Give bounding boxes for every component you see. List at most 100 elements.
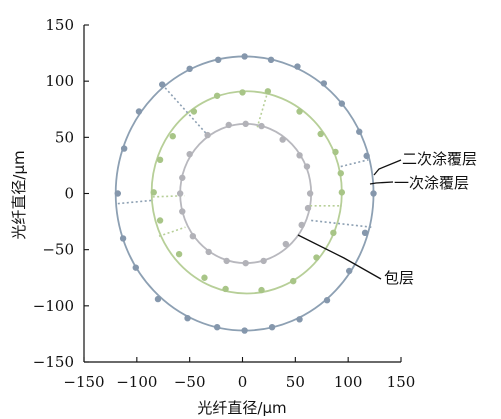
x-tick-label-5: 100 bbox=[334, 373, 363, 391]
data-point-1-6 bbox=[239, 89, 246, 96]
y-tick-label-3: 0 bbox=[64, 185, 74, 203]
data-point-2-4 bbox=[258, 122, 265, 130]
data-point-0-5 bbox=[294, 63, 301, 70]
data-point-2-16 bbox=[260, 257, 267, 265]
dashed-segment-1-1 bbox=[152, 194, 185, 198]
data-point-2-14 bbox=[223, 257, 230, 265]
data-point-1-8 bbox=[190, 108, 198, 115]
data-point-2-12 bbox=[189, 232, 197, 240]
data-point-1-12 bbox=[156, 217, 164, 224]
data-point-0-10 bbox=[158, 81, 166, 88]
data-point-0-3 bbox=[338, 100, 346, 107]
data-point-1-9 bbox=[169, 133, 176, 140]
data-point-0-12 bbox=[120, 145, 128, 152]
data-point-0-1 bbox=[363, 152, 370, 160]
data-point-2-0 bbox=[306, 190, 314, 197]
series-ring-2 bbox=[179, 122, 313, 265]
dashed-segment-1-2 bbox=[158, 226, 186, 237]
data-point-2-5 bbox=[242, 120, 249, 128]
data-point-0-0 bbox=[370, 190, 377, 197]
data-point-0-23 bbox=[346, 267, 353, 275]
x-tick-label-3: 0 bbox=[238, 373, 248, 391]
data-point-2-9 bbox=[179, 174, 186, 181]
data-point-1-3 bbox=[317, 130, 324, 138]
data-point-1-18 bbox=[313, 254, 320, 261]
data-point-2-19 bbox=[304, 204, 312, 212]
x-tick-label-6: 150 bbox=[387, 373, 416, 391]
data-point-0-6 bbox=[267, 56, 275, 64]
x-tick-label-4: 50 bbox=[286, 373, 305, 391]
y-axis-label: 光纤直径/μm bbox=[10, 150, 28, 239]
data-point-2-10 bbox=[176, 190, 184, 197]
data-point-0-4 bbox=[320, 80, 328, 87]
data-point-2-17 bbox=[282, 240, 290, 248]
dashed-segment-0-2 bbox=[340, 159, 369, 168]
x-tick-label-1: −100 bbox=[116, 373, 157, 391]
dashed-segment-1-0 bbox=[256, 91, 269, 128]
data-point-2-18 bbox=[298, 221, 305, 229]
data-point-1-15 bbox=[222, 285, 229, 293]
x-tick-label-2: −50 bbox=[174, 373, 206, 391]
data-point-1-14 bbox=[201, 274, 208, 281]
dashed-segment-0-3 bbox=[311, 219, 372, 228]
data-point-1-7 bbox=[213, 92, 221, 99]
data-point-0-11 bbox=[135, 108, 143, 115]
points-layer bbox=[114, 53, 377, 334]
data-point-0-2 bbox=[356, 128, 363, 135]
data-point-1-19 bbox=[330, 229, 337, 237]
dashed-segment-0-0 bbox=[161, 84, 209, 136]
data-point-2-1 bbox=[303, 163, 311, 170]
data-point-0-7 bbox=[241, 53, 248, 60]
data-point-1-13 bbox=[175, 250, 183, 258]
y-tick-label-4: −50 bbox=[42, 241, 74, 259]
data-point-0-22 bbox=[323, 297, 331, 304]
annotation-middle-label: 一次涂覆层 bbox=[394, 174, 469, 192]
data-point-2-11 bbox=[179, 208, 186, 215]
y-tick-label-6: −150 bbox=[33, 353, 74, 371]
labels-layer: 光纤直径/μm 光纤直径/μm 二次涂覆层 一次涂覆层 包层 bbox=[10, 150, 477, 417]
data-point-0-16 bbox=[154, 295, 162, 303]
data-point-2-13 bbox=[205, 248, 212, 256]
data-point-0-18 bbox=[213, 323, 221, 331]
data-point-0-13 bbox=[114, 190, 122, 197]
data-point-2-6 bbox=[225, 121, 232, 129]
y-tick-label-2: 50 bbox=[55, 128, 74, 146]
data-point-1-11 bbox=[150, 189, 157, 196]
data-point-1-0 bbox=[338, 189, 346, 196]
data-point-1-10 bbox=[156, 156, 164, 164]
data-point-0-8 bbox=[215, 56, 222, 64]
annotation-inner-label: 包层 bbox=[384, 269, 414, 287]
annotation-middle-line bbox=[369, 181, 394, 185]
data-point-0-19 bbox=[241, 327, 248, 334]
data-point-1-2 bbox=[332, 148, 339, 156]
data-point-2-8 bbox=[186, 150, 193, 158]
data-point-1-4 bbox=[296, 108, 303, 115]
data-point-2-7 bbox=[204, 131, 211, 139]
annotation-inner-line bbox=[297, 234, 382, 280]
dashed-segments-layer bbox=[117, 84, 372, 237]
data-point-0-21 bbox=[296, 316, 303, 323]
data-point-0-17 bbox=[184, 314, 191, 322]
data-point-0-20 bbox=[268, 323, 276, 331]
data-point-2-15 bbox=[242, 259, 249, 267]
data-point-2-2 bbox=[296, 152, 303, 159]
dashed-segment-0-1 bbox=[117, 199, 154, 205]
annotation-lines-layer bbox=[297, 159, 402, 280]
data-point-1-17 bbox=[290, 277, 297, 285]
annotation-outer-label: 二次涂覆层 bbox=[402, 150, 477, 168]
y-tick-label-5: −100 bbox=[33, 297, 74, 315]
data-point-0-9 bbox=[186, 65, 193, 73]
axes-layer: −150 −100 −50 0 50 100 150 150 100 50 0 −50 −100 −150 bbox=[33, 16, 416, 391]
data-point-1-1 bbox=[337, 170, 344, 177]
y-tick-label-1: 100 bbox=[45, 72, 74, 90]
x-tick-label-0: −150 bbox=[63, 373, 104, 391]
data-point-0-24 bbox=[361, 229, 369, 237]
x-axis-label: 光纤直径/μm bbox=[197, 399, 286, 417]
data-point-2-3 bbox=[279, 136, 286, 143]
annotation-outer-line bbox=[373, 159, 402, 176]
data-point-0-14 bbox=[119, 235, 127, 242]
data-point-1-16 bbox=[258, 286, 265, 294]
data-point-1-5 bbox=[264, 88, 272, 95]
